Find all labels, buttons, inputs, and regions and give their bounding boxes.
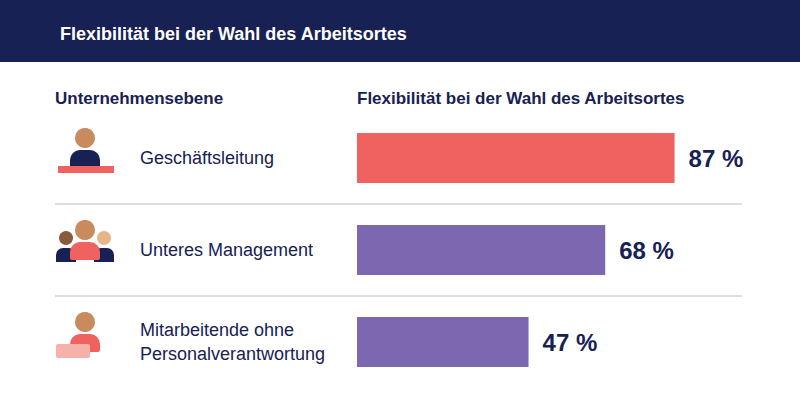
svg-text:Flexibilität bei der Wahl des: Flexibilität bei der Wahl des Arbeitsort… (357, 89, 684, 108)
svg-text:Mitarbeitende ohne: Mitarbeitende ohne (140, 320, 299, 340)
svg-text:Unteres Management: Unteres Management (140, 240, 313, 260)
svg-text:Personalverantwortung: Personalverantwortung (140, 344, 325, 364)
svg-text:Geschäftsleitung: Geschäftsleitung (140, 148, 274, 168)
svg-text:68 %: 68 % (619, 237, 674, 264)
svg-text:47 %: 47 % (543, 329, 598, 356)
svg-text:87 %: 87 % (689, 145, 744, 172)
svg-text:Unternehmensebene: Unternehmensebene (55, 89, 223, 108)
svg-text:Flexibilität bei der Wahl des: Flexibilität bei der Wahl des Arbeitsort… (60, 24, 407, 44)
